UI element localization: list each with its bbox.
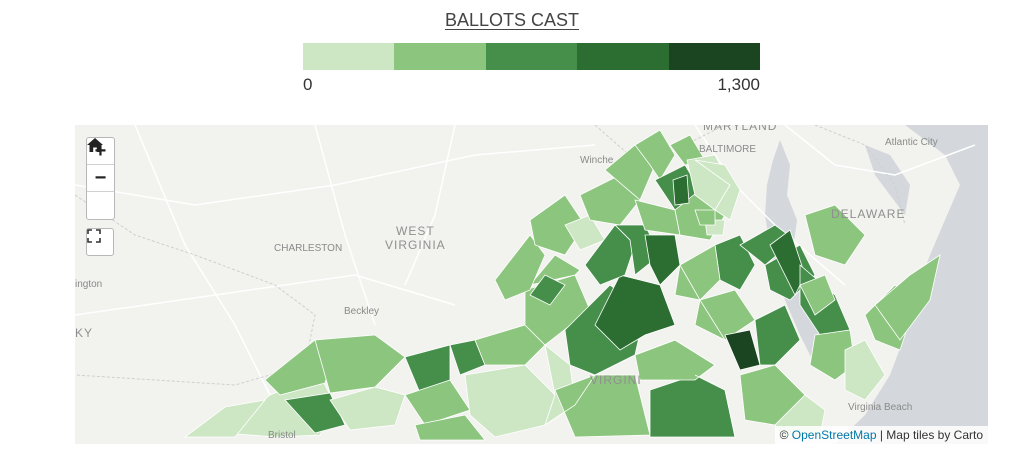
place-label-charleston: CHARLESTON — [274, 243, 343, 254]
home-icon — [87, 138, 103, 152]
county-region[interactable] — [634, 129, 676, 181]
legend-swatch-2 — [394, 43, 486, 70]
county-region[interactable] — [694, 209, 716, 226]
county-region[interactable] — [183, 399, 266, 438]
county-region[interactable] — [584, 224, 636, 286]
home-button[interactable] — [87, 138, 114, 219]
legend-swatch-4 — [577, 43, 669, 70]
place-label-beckley: Beckley — [344, 306, 380, 317]
county-region[interactable] — [644, 234, 681, 286]
place-label-maryland: MARYLAND — [703, 125, 778, 133]
choropleth-map[interactable]: MARYLAND BALTIMORE Atlantic City Winche … — [75, 125, 988, 444]
county-region[interactable] — [329, 386, 406, 431]
virginia-counties[interactable] — [183, 129, 941, 441]
delaware-bay — [865, 145, 910, 215]
color-legend-bar — [303, 43, 761, 70]
county-region[interactable] — [672, 174, 690, 206]
legend-swatch-5 — [668, 43, 761, 70]
zoom-out-button[interactable]: − — [87, 165, 114, 192]
county-region[interactable] — [284, 392, 346, 434]
county-region[interactable] — [754, 304, 801, 366]
legend-title: BALLOTS CAST — [444, 10, 580, 30]
county-region[interactable] — [554, 374, 651, 438]
legend-max-label: 1,300 — [717, 75, 760, 94]
county-region[interactable] — [874, 254, 941, 341]
place-label-bristol: Bristol — [268, 430, 296, 441]
legend-min-label: 0 — [303, 75, 313, 94]
county-region[interactable] — [314, 334, 406, 394]
place-label-virginia: VIRGINI — [590, 373, 642, 387]
fullscreen-icon — [87, 229, 101, 243]
legend-swatch-1 — [303, 43, 395, 70]
place-label-west-virginia-1: WEST — [396, 224, 435, 238]
county-region[interactable] — [649, 374, 736, 438]
county-borders — [544, 264, 736, 438]
place-label-virginia-beach: Virginia Beach — [848, 402, 913, 413]
county-region[interactable] — [528, 254, 581, 286]
place-label-baltimore: BALTIMORE — [699, 144, 757, 155]
fullscreen-button[interactable] — [86, 228, 114, 256]
county-region[interactable] — [694, 289, 756, 341]
place-label-west-virginia-2: VIRGINIA — [385, 238, 446, 252]
attribution-suffix: | Map tiles by Carto — [879, 428, 983, 442]
county-region[interactable] — [494, 234, 546, 301]
county-region[interactable] — [529, 274, 566, 306]
place-label-winchester: Winche — [580, 155, 614, 166]
county-region[interactable] — [799, 274, 836, 316]
county-region[interactable] — [674, 244, 721, 301]
county-region[interactable] — [474, 324, 546, 366]
map-canvas[interactable] — [75, 125, 988, 444]
zoom-controls: + − — [86, 137, 115, 220]
place-label-ington: ington — [75, 279, 103, 290]
place-label-atlantic-city: Atlantic City — [885, 137, 938, 148]
county-region[interactable] — [804, 204, 866, 266]
county-region[interactable] — [464, 364, 556, 438]
county-region[interactable] — [844, 339, 886, 401]
place-label-delaware: DELAWARE — [831, 207, 906, 221]
openstreetmap-link[interactable]: OpenStreetMap — [791, 428, 877, 442]
atlantic-ocean — [835, 125, 988, 444]
county-region[interactable] — [739, 224, 796, 266]
attribution-prefix: © — [779, 428, 789, 442]
place-label-ky: KY — [75, 326, 94, 340]
county-region[interactable] — [634, 339, 716, 381]
county-region[interactable] — [694, 159, 741, 221]
county-region[interactable] — [724, 329, 761, 371]
legend-swatch-3 — [485, 43, 578, 70]
state-borders — [75, 125, 906, 386]
map-attribution: © OpenStreetMap | Map tiles by Carto — [774, 426, 988, 444]
county-region[interactable] — [414, 414, 486, 441]
